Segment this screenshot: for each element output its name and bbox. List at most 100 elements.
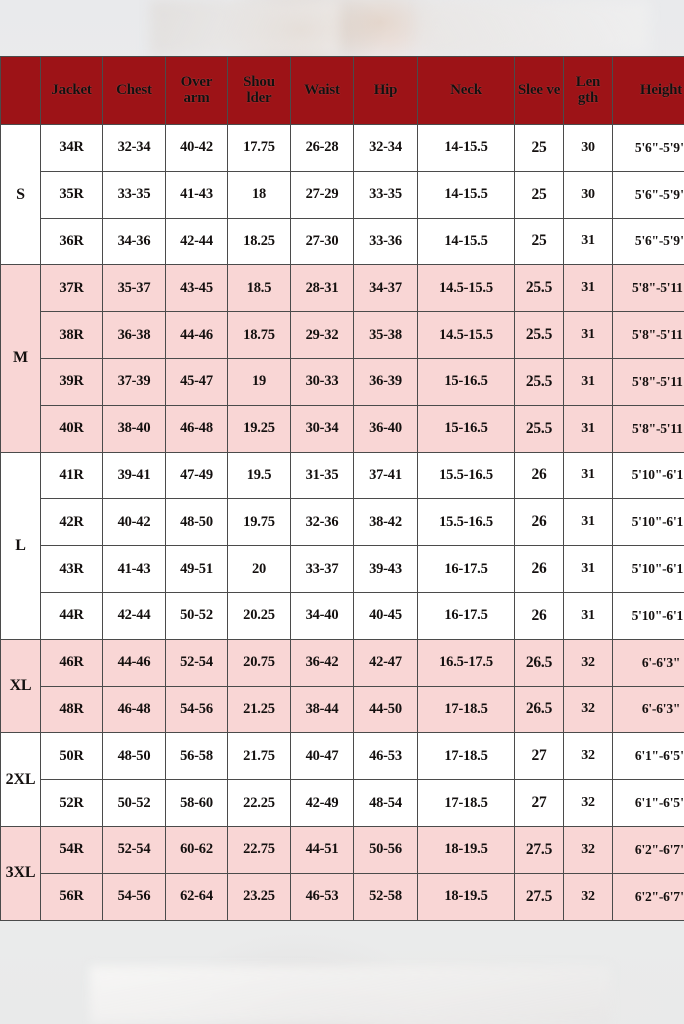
cell-neck: 14-15.5 bbox=[417, 124, 515, 172]
cell-waist: 26-28 bbox=[290, 124, 354, 172]
cell-sleeve: 26 bbox=[514, 545, 564, 593]
cell-shoulder: 21.75 bbox=[227, 732, 291, 781]
cell-hip: 35-38 bbox=[353, 311, 418, 359]
background-shoulder-left bbox=[150, 0, 340, 56]
cell-sleeve: 27 bbox=[514, 779, 564, 827]
cell-jacket: 38R bbox=[40, 311, 103, 359]
cell-chest: 40-42 bbox=[102, 498, 166, 547]
size-group-label-s: S bbox=[0, 123, 41, 266]
cell-chest: 50-52 bbox=[102, 779, 166, 827]
cell-jacket: 41R bbox=[40, 451, 103, 500]
cell-height: 5'10"-6'1" bbox=[612, 498, 684, 547]
cell-neck: 14.5-15.5 bbox=[417, 311, 515, 359]
cell-shoulder: 19.25 bbox=[227, 404, 291, 453]
cell-shoulder: 19 bbox=[227, 357, 291, 406]
cell-hip: 36-39 bbox=[353, 357, 418, 406]
table-row: 39R 37-39 45-47 19 30-33 36-39 15-16.5 25.5 31 5'… bbox=[1, 357, 684, 406]
cell-sleeve: 26.5 bbox=[514, 685, 564, 734]
cell-sleeve: 25 bbox=[514, 170, 564, 219]
cell-waist: 36-42 bbox=[290, 638, 354, 687]
cell-height: 5'10"-6'1" bbox=[612, 545, 684, 593]
cell-waist: 38-44 bbox=[290, 685, 354, 734]
cell-overarm: 43-45 bbox=[165, 264, 228, 313]
cell-chest: 44-46 bbox=[102, 638, 166, 687]
cell-neck: 16.5-17.5 bbox=[417, 638, 515, 687]
cell-jacket: 54R bbox=[40, 825, 103, 874]
cell-chest: 34-36 bbox=[102, 217, 166, 266]
cell-height: 6'-6'3" bbox=[612, 638, 684, 687]
cell-jacket: 48R bbox=[40, 685, 103, 734]
cell-waist: 28-31 bbox=[290, 264, 354, 313]
column-header-overarm: Over arm bbox=[165, 56, 228, 125]
cell-shoulder: 19.5 bbox=[227, 451, 291, 500]
cell-neck: 15-16.5 bbox=[417, 357, 515, 406]
cell-chest: 52-54 bbox=[102, 825, 166, 874]
cell-sleeve: 25.5 bbox=[514, 311, 564, 359]
cell-overarm: 58-60 bbox=[165, 779, 228, 827]
table-row: 56R 54-56 62-64 23.25 46-53 52-58 18-19.5 27.5 3… bbox=[1, 872, 684, 921]
cell-overarm: 48-50 bbox=[165, 498, 228, 547]
cell-hip: 39-43 bbox=[353, 545, 418, 593]
cell-chest: 33-35 bbox=[102, 170, 166, 219]
cell-shoulder: 20.75 bbox=[227, 638, 291, 687]
cell-height: 5'6"-5'9" bbox=[612, 124, 684, 172]
cell-chest: 46-48 bbox=[102, 685, 166, 734]
cell-sleeve: 27 bbox=[514, 732, 564, 781]
cell-neck: 16-17.5 bbox=[417, 545, 515, 593]
cell-neck: 18-19.5 bbox=[417, 872, 515, 921]
cell-length: 31 bbox=[563, 498, 613, 547]
cell-chest: 48-50 bbox=[102, 732, 166, 781]
table-row: 40R 38-40 46-48 19.25 30-34 36-40 15-16.5 25.5 3… bbox=[1, 404, 684, 453]
cell-length: 32 bbox=[563, 638, 613, 687]
cell-overarm: 54-56 bbox=[165, 685, 228, 734]
cell-overarm: 44-46 bbox=[165, 311, 228, 359]
cell-chest: 39-41 bbox=[102, 451, 166, 500]
cell-chest: 32-34 bbox=[102, 124, 166, 172]
cell-jacket: 34R bbox=[40, 124, 103, 172]
cell-overarm: 47-49 bbox=[165, 451, 228, 500]
cell-overarm: 40-42 bbox=[165, 124, 228, 172]
cell-hip: 34-37 bbox=[353, 264, 418, 313]
cell-sleeve: 27.5 bbox=[514, 872, 564, 921]
cell-jacket: 46R bbox=[40, 638, 103, 687]
cell-length: 32 bbox=[563, 779, 613, 827]
cell-height: 5'8"-5'11" bbox=[612, 404, 684, 453]
cell-length: 31 bbox=[563, 311, 613, 359]
table-row: 38R 36-38 44-46 18.75 29-32 35-38 14.5-15.5 25.… bbox=[1, 311, 684, 359]
cell-sleeve: 25 bbox=[514, 217, 564, 266]
cell-neck: 14-15.5 bbox=[417, 217, 515, 266]
size-group-label-xl: XL bbox=[0, 638, 41, 734]
cell-overarm: 45-47 bbox=[165, 357, 228, 406]
table-row: S 34R 32-34 40-42 17.75 26-28 32-34 14-15.5 25 30… bbox=[0, 123, 684, 266]
cell-jacket: 56R bbox=[40, 872, 103, 921]
cell-jacket: 35R bbox=[40, 170, 103, 219]
cell-neck: 17-18.5 bbox=[417, 732, 515, 781]
table-header: Jacket Chest Over arm Shou lder Waist Hi… bbox=[0, 56, 684, 125]
cell-hip: 33-36 bbox=[353, 217, 418, 266]
cell-jacket: 50R bbox=[40, 732, 103, 781]
cell-waist: 27-30 bbox=[290, 217, 354, 266]
cell-overarm: 50-52 bbox=[165, 591, 228, 640]
cell-length: 31 bbox=[563, 451, 613, 500]
cell-sleeve: 25 bbox=[514, 124, 564, 172]
table-row: 43R 41-43 49-51 20 33-37 39-43 16-17.5 26 31 5'10… bbox=[1, 545, 684, 593]
table-row: 36R 34-36 42-44 18.25 27-30 33-36 14-15.5 25 31 5… bbox=[1, 217, 684, 266]
cell-hip: 33-35 bbox=[353, 170, 418, 219]
cell-hip: 38-42 bbox=[353, 498, 418, 547]
cell-neck: 14.5-15.5 bbox=[417, 264, 515, 313]
cell-hip: 48-54 bbox=[353, 779, 418, 827]
cell-length: 30 bbox=[563, 170, 613, 219]
cell-overarm: 49-51 bbox=[165, 545, 228, 593]
size-group-label-l: L bbox=[0, 451, 41, 640]
cell-neck: 14-15.5 bbox=[417, 170, 515, 219]
column-header-waist: Waist bbox=[290, 56, 354, 125]
cell-height: 5'8"-5'11" bbox=[612, 264, 684, 313]
cell-shoulder: 17.75 bbox=[227, 124, 291, 172]
table-row: 35R 33-35 41-43 18 27-29 33-35 14-15.5 25 30 5'6"… bbox=[1, 170, 684, 219]
cell-waist: 40-47 bbox=[290, 732, 354, 781]
cell-hip: 52-58 bbox=[353, 872, 418, 921]
cell-shoulder: 22.75 bbox=[227, 825, 291, 874]
cell-overarm: 60-62 bbox=[165, 825, 228, 874]
cell-jacket: 52R bbox=[40, 779, 103, 827]
cell-neck: 15.5-16.5 bbox=[417, 451, 515, 500]
